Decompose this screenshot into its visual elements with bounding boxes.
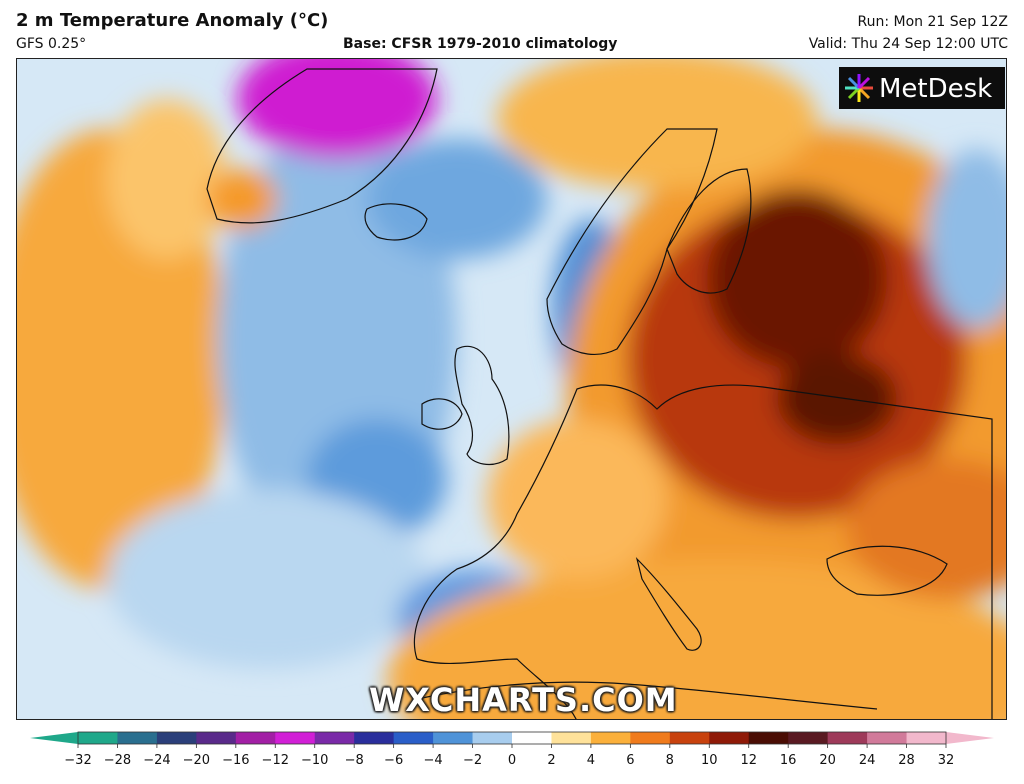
legend-tick-label: 16 <box>780 753 797 768</box>
climatology-label: Base: CFSR 1979-2010 climatology <box>343 36 618 52</box>
legend-swatch <box>630 732 671 744</box>
legend-swatch <box>196 732 237 744</box>
legend-arrow-left <box>30 732 78 744</box>
legend-swatch <box>354 732 395 744</box>
legend-tick-label: −24 <box>143 753 170 768</box>
watermark: WXCHARTS.COM <box>369 681 678 719</box>
legend-swatch <box>78 732 118 744</box>
legend-tick-label: 32 <box>938 753 955 768</box>
legend-tick-label: 28 <box>898 753 915 768</box>
legend-tick-label: −2 <box>463 753 482 768</box>
legend-swatch <box>117 732 158 744</box>
color-legend: −32 −28 −24 −20 −16 −12 −10 −8 −6 −4 −2 0 2 4 6 8 10 12 16… <box>30 730 994 780</box>
legend-tick-label: 20 <box>819 753 836 768</box>
legend-swatch <box>788 732 829 744</box>
legend-swatch <box>235 732 276 744</box>
valid-time-label: Valid: Thu 24 Sep 12:00 UTC <box>808 36 1008 52</box>
legend-tick-label: 10 <box>701 753 718 768</box>
legend-swatch <box>433 732 474 744</box>
anomaly-map[interactable]: MetDesk WXCHARTS.COM <box>16 58 1007 720</box>
legend-swatch <box>472 732 513 744</box>
legend-bar: −32 −28 −24 −20 −16 −12 −10 −8 −6 −4 −2 0 2 4 6 8 10 12 16… <box>30 731 994 768</box>
legend-swatch <box>906 732 947 744</box>
legend-swatch <box>551 732 592 744</box>
legend-swatch <box>867 732 908 744</box>
legend-swatch <box>512 732 552 744</box>
legend-tick-label: −8 <box>345 753 364 768</box>
map-canvas: MetDesk <box>17 59 1006 719</box>
legend-tick-label: −4 <box>424 753 443 768</box>
legend-tick-label: −10 <box>301 753 328 768</box>
legend-tick-label: 6 <box>626 753 634 768</box>
legend-swatch <box>827 732 868 744</box>
legend-tick-label: 8 <box>666 753 674 768</box>
legend-tick-label: 24 <box>859 753 876 768</box>
metdesk-sunburst-icon <box>845 74 873 102</box>
legend-tick-label: 2 <box>547 753 555 768</box>
legend-swatch <box>669 732 710 744</box>
chart-title: 2 m Temperature Anomaly (°C) <box>16 10 329 31</box>
legend-swatch <box>275 732 316 744</box>
legend-tick-label: −32 <box>64 753 91 768</box>
legend-tick-label: −12 <box>262 753 289 768</box>
model-label: GFS 0.25° <box>16 36 87 52</box>
legend-swatch <box>393 732 434 744</box>
legend-swatch <box>748 732 789 744</box>
metdesk-logo: MetDesk <box>839 67 1005 109</box>
run-time-label: Run: Mon 21 Sep 12Z <box>857 14 1009 30</box>
legend-tick-label: −6 <box>384 753 403 768</box>
legend-tick-label: −28 <box>104 753 131 768</box>
legend-swatch <box>156 732 197 744</box>
legend-swatch <box>590 732 631 744</box>
anomaly-field <box>17 59 1006 719</box>
legend-tick-label: 0 <box>508 753 516 768</box>
legend-tick-label: 4 <box>587 753 595 768</box>
legend-tick-label: 12 <box>740 753 757 768</box>
legend-swatch <box>709 732 750 744</box>
legend-tick-label: −20 <box>183 753 210 768</box>
legend-arrow-right <box>946 732 994 744</box>
legend-swatch <box>314 732 355 744</box>
logo-text: MetDesk <box>879 74 992 104</box>
legend-tick-label: −16 <box>222 753 249 768</box>
coastlines <box>206 68 993 719</box>
